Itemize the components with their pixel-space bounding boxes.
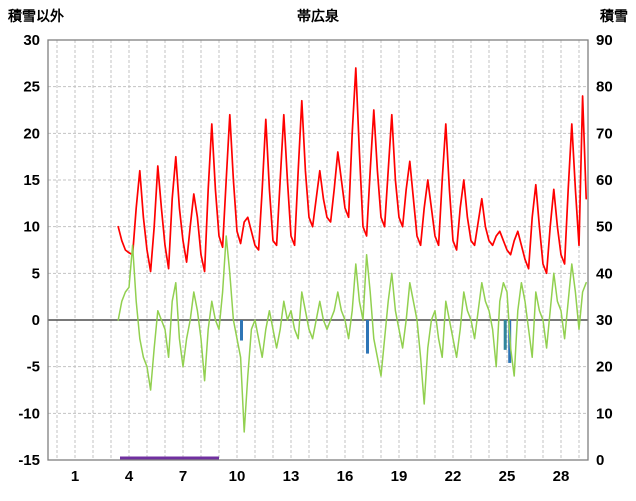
right-axis-tick-label: 90 [596,32,613,49]
right-axis-tick-label: 60 [596,172,613,189]
x-axis-tick-label: 4 [125,468,134,485]
x-axis-tick-label: 19 [391,468,408,485]
left-axis-tick-label: 0 [32,312,40,329]
x-axis-tick-label: 25 [499,468,516,485]
chart-title: 帯広泉 [297,8,339,24]
left-axis-tick-label: -15 [18,452,40,469]
left-axis-tick-label: 30 [23,32,40,49]
left-axis-tick-label: 5 [32,265,40,282]
right-axis-tick-label: 30 [596,312,613,329]
green-line [117,235,587,433]
right-axis-tick-label: 50 [596,219,613,236]
plot-border [47,39,589,461]
x-axis-tick-label: 10 [229,468,246,485]
right-axis-tick-label: 70 [596,125,613,142]
x-axis-tick-label: 22 [445,468,462,485]
bar-mark [503,320,507,350]
left-axis-title: 積雪以外 [8,8,64,24]
x-axis-tick-label: 28 [553,468,570,485]
right-axis-tick-label: 20 [596,359,613,376]
left-axis-tick-label: 25 [23,79,40,96]
red-temperature-line [117,67,588,275]
left-axis-tick-label: 15 [23,172,40,189]
bar-mark [240,320,243,341]
left-axis-tick-label: -10 [18,405,40,422]
right-axis-tick-label: 10 [596,405,613,422]
left-axis-tick-label: 10 [23,219,40,236]
x-axis-tick-label: 13 [283,468,300,485]
x-axis-tick-label: 1 [71,468,79,485]
x-axis-tick-label: 16 [337,468,354,485]
left-axis-tick-label: -5 [27,359,40,376]
bar-mark [366,320,369,354]
right-axis-tick-label: 80 [596,79,613,96]
right-axis-tick-label: 40 [596,265,613,282]
right-axis-tick-label: 0 [596,452,604,469]
x-axis-tick-label: 7 [179,468,187,485]
left-axis-tick-label: 20 [23,125,40,142]
right-axis-title: 積雪 [600,8,628,24]
